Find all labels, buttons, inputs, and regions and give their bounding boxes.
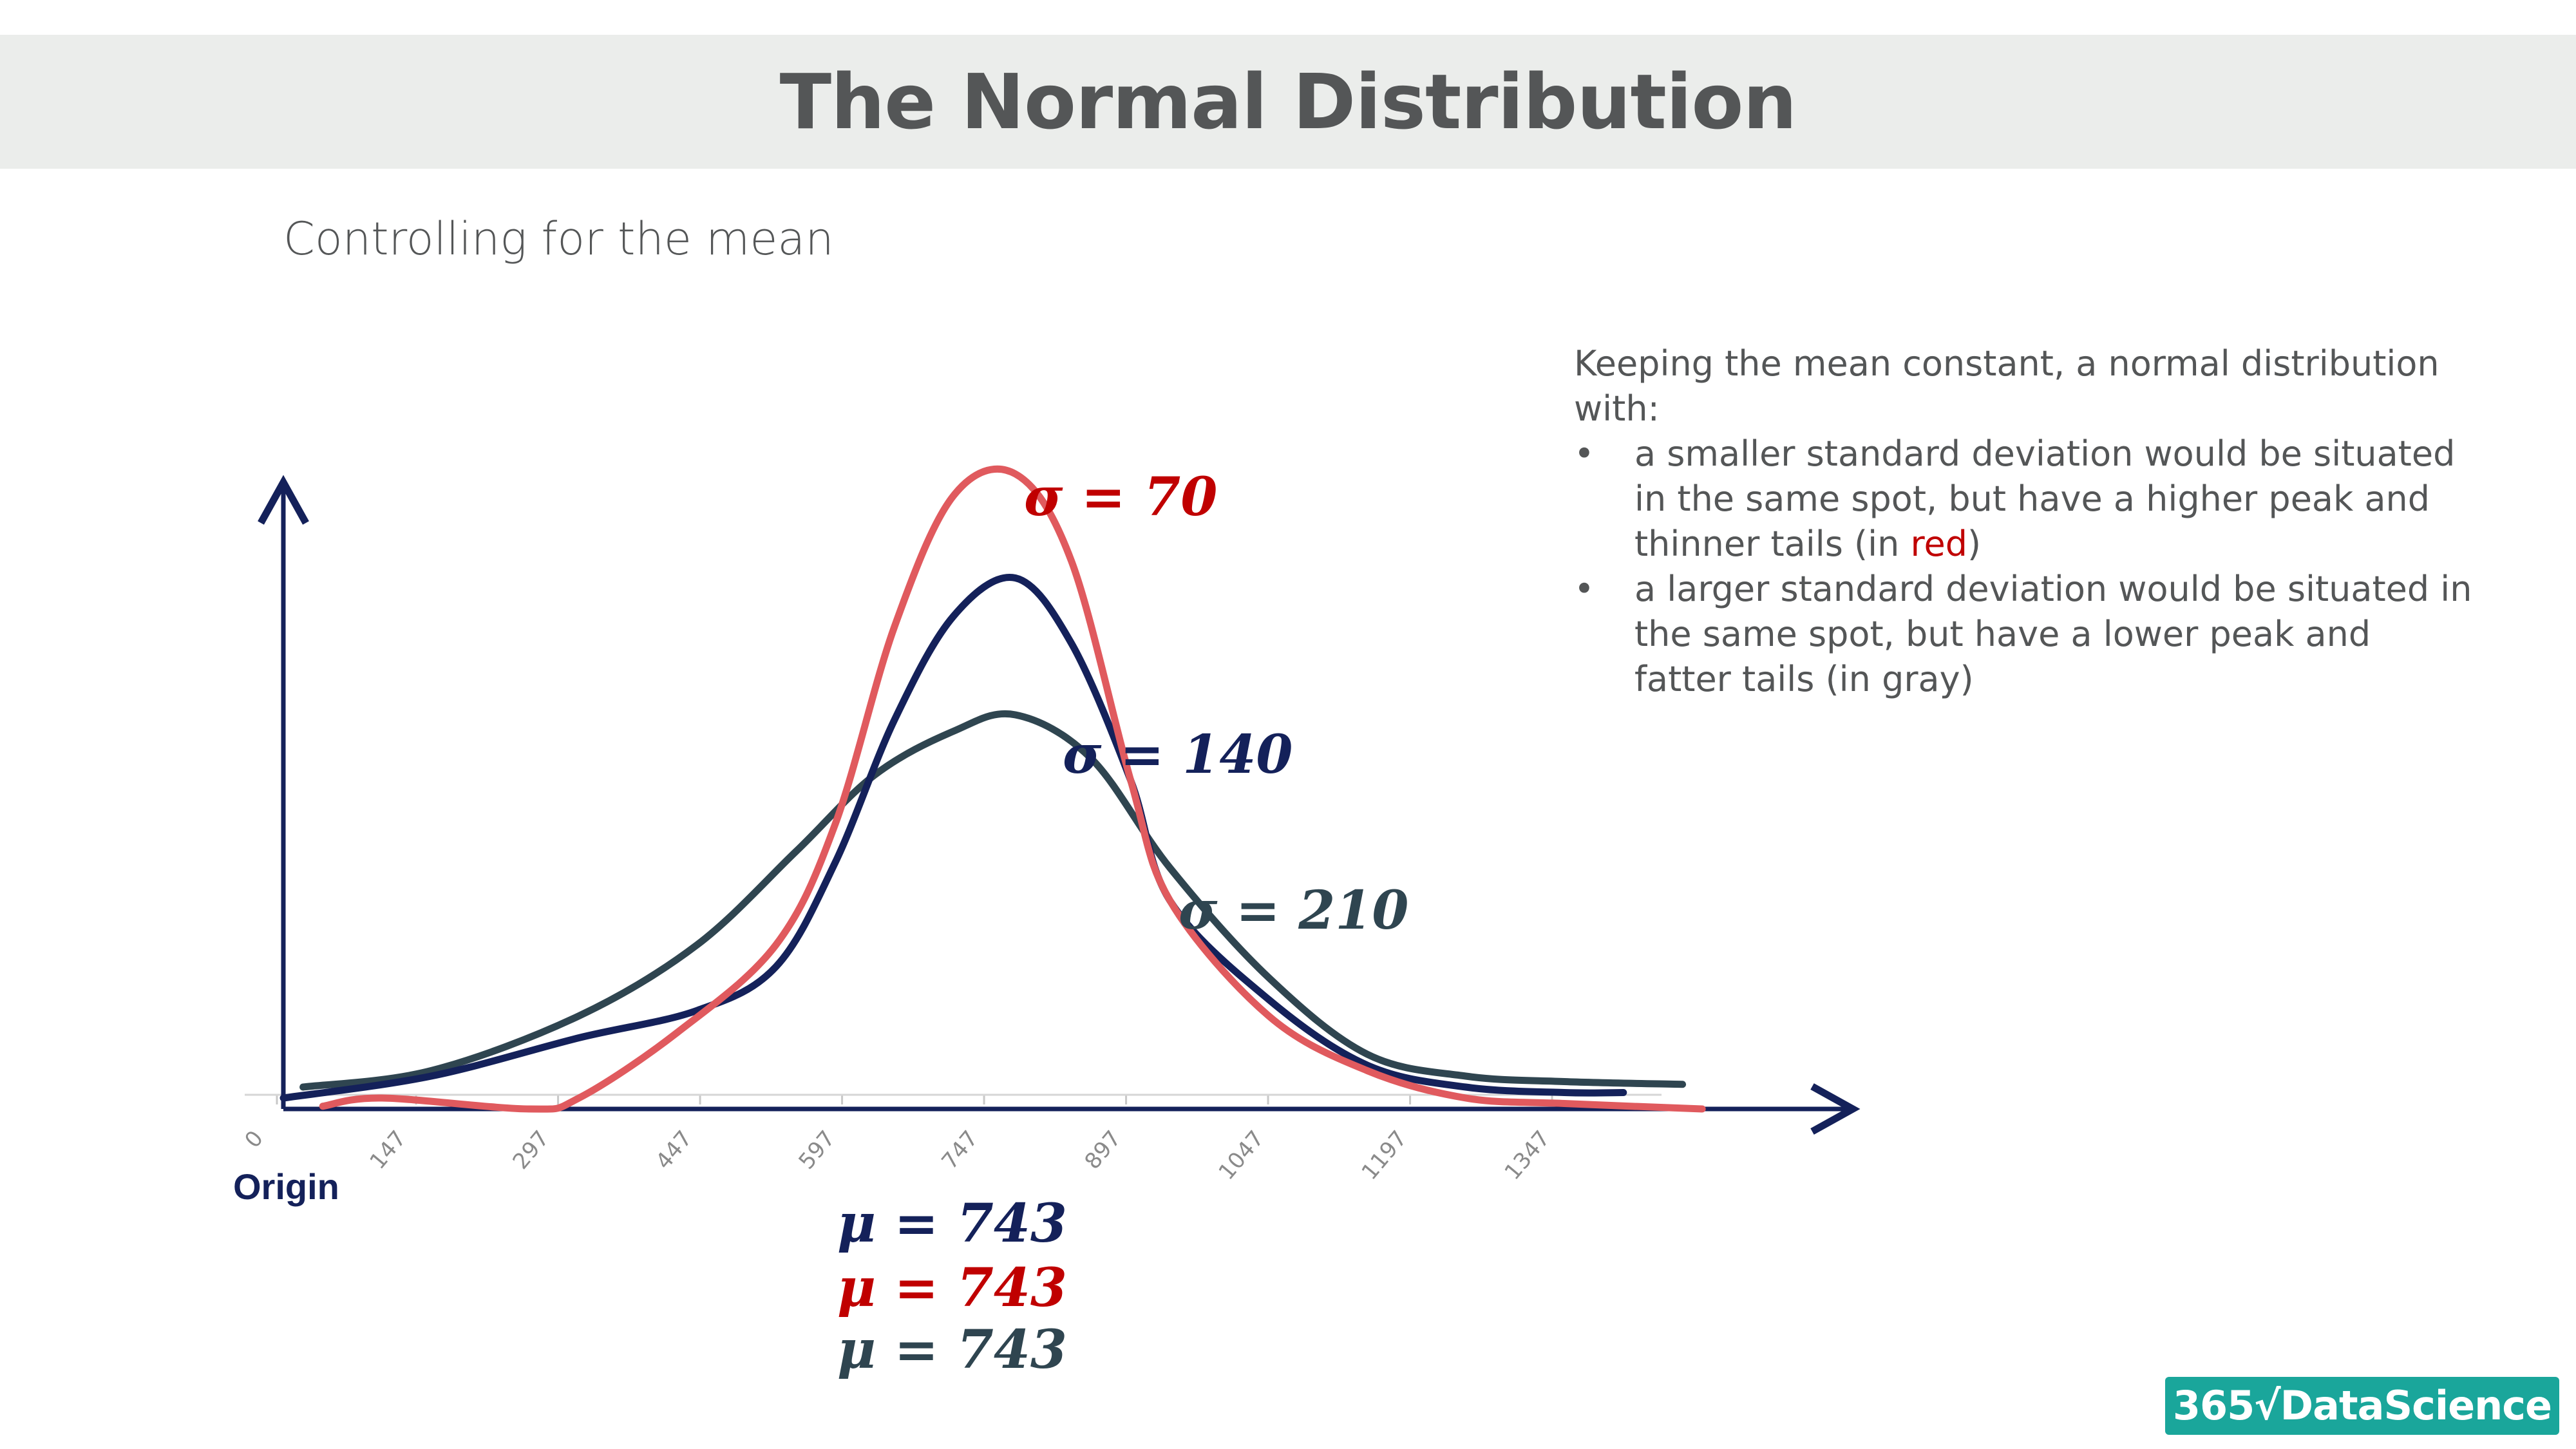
- title-bar: The Normal Distribution: [0, 35, 2576, 169]
- x-tick-label: 147: [365, 1126, 412, 1174]
- x-tick-label: 297: [508, 1126, 554, 1174]
- x-tick-label: 747: [937, 1126, 983, 1174]
- sigma-label-red: σ = 70: [1024, 466, 1217, 528]
- brand-logo: 365√DataScience: [2165, 1377, 2559, 1435]
- description-bullet: • a smaller standard deviation would be …: [1574, 431, 2476, 567]
- page-title: The Normal Distribution: [779, 57, 1797, 146]
- bullet-text: a larger standard deviation would be sit…: [1634, 569, 2472, 699]
- curve-red: [319, 465, 1706, 1113]
- bullet-text: a smaller standard deviation would be si…: [1634, 431, 2476, 567]
- x-tick-label: 1197: [1357, 1126, 1412, 1185]
- origin-label: Origin: [233, 1166, 339, 1207]
- bullet-text-end: ): [1967, 524, 1982, 564]
- bullet-text-main: a smaller standard deviation would be si…: [1634, 433, 2456, 564]
- mean-label-gray: μ = 743: [837, 1319, 1067, 1381]
- mean-label-navy: μ = 743: [837, 1193, 1067, 1255]
- x-tick-label: 1047: [1214, 1126, 1269, 1185]
- description-block: Keeping the mean constant, a normal dist…: [1574, 341, 2476, 702]
- x-tick-label: 897: [1080, 1126, 1126, 1174]
- x-tick-label: 447: [651, 1126, 697, 1174]
- x-tick-label: 597: [794, 1126, 840, 1174]
- curve-gray: [299, 710, 1687, 1091]
- bullet-highlight-red: red: [1910, 524, 1967, 564]
- x-tick-label: 1347: [1500, 1126, 1555, 1185]
- sigma-label-gray: σ = 210: [1179, 880, 1408, 942]
- sigma-label-navy: σ = 140: [1063, 724, 1293, 786]
- bullet-dot: •: [1574, 569, 1595, 609]
- mean-label-red: μ = 743: [837, 1257, 1067, 1319]
- x-tick-label: 0: [240, 1126, 269, 1153]
- description-bullet: • a larger standard deviation would be s…: [1574, 567, 2476, 702]
- bullet-dot: •: [1574, 433, 1595, 474]
- curve-navy: [279, 573, 1627, 1102]
- section-subtitle: Controlling for the mean: [283, 213, 834, 265]
- description-intro: Keeping the mean constant, a normal dist…: [1574, 343, 2439, 429]
